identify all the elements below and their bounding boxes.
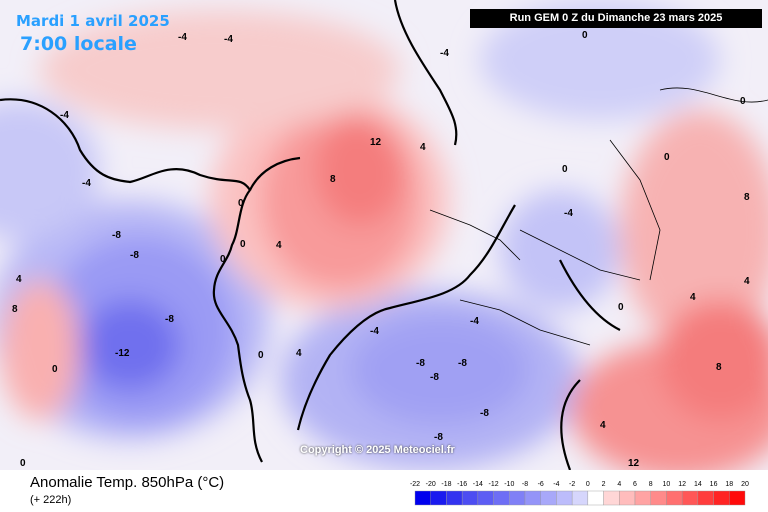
legend-swatch [729, 490, 746, 506]
forecast-time: 7:00 locale [20, 33, 137, 55]
legend-tick-label: -12 [489, 481, 499, 488]
contour-label: -8 [165, 314, 174, 325]
contour-label: -4 [470, 316, 479, 327]
legend-tick-labels: -22 -20 -18 -16 -14 -12 -10 -8 -6 -4 -2 0 2 4 6 8 10 12 14… [410, 481, 749, 488]
legend-swatch [461, 490, 479, 506]
legend-swatch [477, 490, 494, 506]
contour-label: 0 [220, 254, 226, 265]
legend-swatch [556, 490, 573, 506]
contour-label: -8 [112, 230, 121, 241]
contour-label: -4 [224, 34, 233, 45]
anomaly-field [0, 0, 768, 470]
contour-label: -4 [440, 48, 449, 59]
legend-tick-label: -16 [457, 481, 467, 488]
legend-tick-label: 20 [741, 481, 749, 488]
legend-swatch [571, 490, 589, 506]
legend-swatch [587, 490, 604, 506]
contour-label: -4 [564, 208, 573, 219]
legend-swatches [414, 490, 746, 506]
contour-label: 12 [628, 458, 640, 469]
legend-swatch [414, 490, 431, 506]
legend-swatch [509, 490, 526, 506]
borders [429, 87, 768, 346]
legend-tick-label: 0 [586, 481, 590, 488]
legend-tick-label: 8 [649, 481, 653, 488]
contour-label: 8 [744, 192, 750, 203]
legend-tick-label: 14 [694, 481, 702, 488]
legend-swatch [446, 490, 463, 506]
legend-swatch [493, 490, 510, 506]
contour-labels: -12 -8 -8 -8 -4 -4 -4 -4 0 0 0 0 0 4 4 4… [12, 30, 750, 469]
legend-swatch [681, 490, 699, 506]
legend-tick-label: -6 [538, 481, 544, 488]
legend-swatch [634, 490, 651, 506]
legend-swatch [650, 490, 667, 506]
contour-label: 12 [370, 137, 382, 148]
legend-swatch [713, 490, 730, 506]
legend-tick-label: -4 [553, 481, 559, 488]
anomaly-map: -12 -8 -8 -8 -4 -4 -4 -4 0 0 0 0 0 4 4 4… [0, 0, 768, 470]
contour-label: 4 [420, 142, 426, 153]
legend-tick-label: -14 [473, 481, 483, 488]
legend-swatch [666, 490, 683, 506]
contour-label: 8 [12, 304, 18, 315]
contour-label: -8 [480, 408, 489, 419]
contour-label: -4 [370, 326, 379, 337]
legend-swatch [697, 490, 714, 506]
contour-label: 8 [330, 174, 336, 185]
model-run-banner: Run GEM 0 Z du Dimanche 23 mars 2025 [470, 9, 762, 28]
legend-tick-label: -20 [426, 481, 436, 488]
legend-tick-label: -10 [504, 481, 514, 488]
contour-label: 0 [562, 164, 568, 175]
legend-swatch [540, 490, 557, 506]
legend-tick-label: -18 [441, 481, 451, 488]
contour-label: 4 [16, 274, 22, 285]
color-scale-legend: -22 -20 -18 -16 -14 -12 -10 -8 -6 -4 -2 0 2 4 6 8 10 12 14… [410, 481, 749, 506]
variable-title: Anomalie Temp. 850hPa (°C) [30, 474, 225, 491]
forecast-lead-time: (+ 222h) [30, 494, 72, 506]
copyright-notice: Copyright © 2025 Meteociel.fr [300, 444, 455, 456]
contour-label: 4 [600, 420, 606, 431]
contour-label: 4 [296, 348, 302, 359]
contour-label: -4 [178, 32, 187, 43]
contour-label: 0 [52, 364, 58, 375]
contour-label: 0 [618, 302, 624, 313]
contour-label: 0 [582, 30, 588, 41]
legend-tick-label: -22 [410, 481, 420, 488]
legend-tick-label: 2 [602, 481, 606, 488]
contour-label: -8 [130, 250, 139, 261]
contour-label: 0 [258, 350, 264, 361]
legend-swatch [603, 490, 620, 506]
contour-label: -8 [430, 372, 439, 383]
contour-label: 0 [740, 96, 746, 107]
contour-label: 4 [690, 292, 696, 303]
legend-tick-label: 4 [617, 481, 621, 488]
legend-tick-label: 12 [678, 481, 686, 488]
legend-tick-label: -8 [522, 481, 528, 488]
contour-label: -8 [434, 432, 443, 443]
contour-label: 4 [276, 240, 282, 251]
contour-label: 0 [20, 458, 26, 469]
contour-label: -4 [60, 110, 69, 121]
legend-tick-label: 6 [633, 481, 637, 488]
contour-label: 0 [238, 198, 244, 209]
legend-swatch [430, 490, 447, 506]
legend-swatch [619, 490, 636, 506]
contour-label: -8 [416, 358, 425, 369]
contour-label: 0 [240, 239, 246, 250]
legend-tick-label: 10 [663, 481, 671, 488]
legend-swatch [524, 490, 541, 506]
contour-label: 4 [744, 276, 750, 287]
legend-tick-label: 18 [725, 481, 733, 488]
forecast-date: Mardi 1 avril 2025 [16, 12, 170, 30]
coastlines [0, 0, 621, 470]
contour-label: -12 [115, 348, 130, 359]
contour-label: -4 [82, 178, 91, 189]
legend-tick-label: 16 [710, 481, 718, 488]
contour-label: 8 [716, 362, 722, 373]
legend-tick-label: -2 [569, 481, 575, 488]
contour-label: -8 [458, 358, 467, 369]
contour-label: 0 [664, 152, 670, 163]
